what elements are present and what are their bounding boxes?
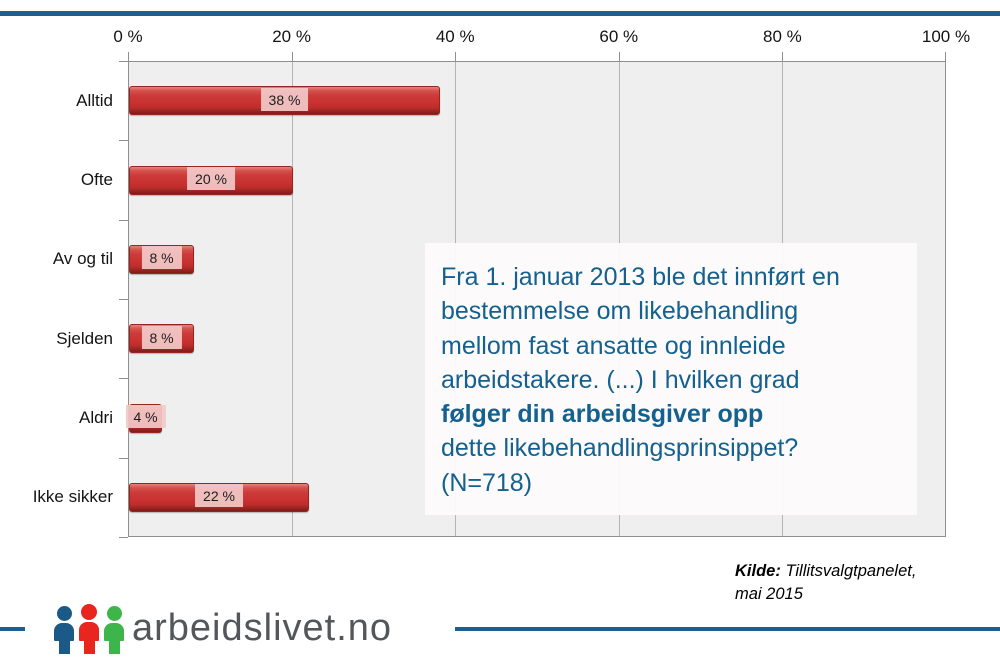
source-text: Tillitsvalgtpanelet,	[785, 562, 917, 580]
question-line: dette likebehandlingsprinsippet?	[441, 434, 799, 463]
category-tick-mark	[119, 61, 128, 62]
bar-value-label: 4 %	[125, 405, 166, 428]
category-tick-mark	[119, 378, 128, 379]
logo-text: arbeidslivet.no	[132, 607, 393, 649]
category-tick-mark	[119, 140, 128, 141]
gridline	[291, 62, 293, 536]
axis-tick-label: 0 %	[113, 27, 143, 46]
category-tick-mark	[119, 537, 128, 538]
axis-tick-mark	[455, 52, 457, 61]
question-line: mellom fast ansatte og innleide	[441, 331, 786, 360]
question-line-bold: følger din arbeidsgiver opp	[441, 400, 764, 429]
source-text2: mai 2015	[735, 585, 803, 603]
question-line: (N=718)	[441, 468, 533, 497]
bar-value-label: 20 %	[187, 167, 235, 190]
bar-value-label: 22 %	[195, 484, 243, 508]
question-line: bestemmelse om likebehandling	[441, 297, 799, 326]
category-tick-mark	[119, 220, 128, 221]
category-label: Av og til	[52, 249, 113, 269]
category-label: Ikke sikker	[32, 487, 113, 507]
bottom-accent-line-right	[455, 627, 1000, 631]
axis-tick-label: 20 %	[272, 27, 311, 46]
category-label: Aldri	[78, 408, 113, 427]
category-label: Ofte	[80, 170, 113, 189]
axis-tick-label: 60 %	[599, 27, 639, 46]
category-tick-mark	[119, 458, 128, 459]
person-blue-icon	[54, 606, 74, 654]
question-line: arbeidstakere. (...) I hvilken grad	[441, 365, 800, 394]
source-note: Kilde: Tillitsvalgtpanelet, mai 2015	[735, 560, 975, 606]
axis-tick-mark	[128, 52, 129, 61]
category-tick-mark	[119, 299, 128, 300]
person-green-icon	[104, 606, 124, 654]
question-line: Fra 1. januar 2013 ble det innført en	[441, 263, 840, 291]
bar-value-label: 38 %	[260, 87, 309, 111]
bar-value-label: 8 %	[141, 325, 182, 349]
source-label: Kilde:	[735, 562, 781, 580]
category-label: Sjelden	[56, 328, 113, 348]
axis-tick-mark	[945, 52, 946, 61]
question-box: Fra 1. januar 2013 ble det innført en be…	[425, 243, 917, 515]
category-label: Alltid	[76, 90, 113, 110]
axis-tick-label: 40 %	[435, 27, 475, 46]
top-accent-line	[0, 11, 1000, 16]
axis-tick-label: 80 %	[763, 27, 802, 46]
axis-tick-mark	[618, 52, 620, 61]
three-people-icon	[54, 604, 124, 654]
bottom-accent-line-left	[0, 627, 25, 631]
axis-tick-label: 100 %	[921, 27, 971, 46]
bar-value-label: 8 %	[141, 246, 182, 270]
axis-tick-mark	[782, 52, 784, 61]
axis-tick-mark	[291, 52, 293, 61]
person-red-icon	[79, 604, 99, 654]
